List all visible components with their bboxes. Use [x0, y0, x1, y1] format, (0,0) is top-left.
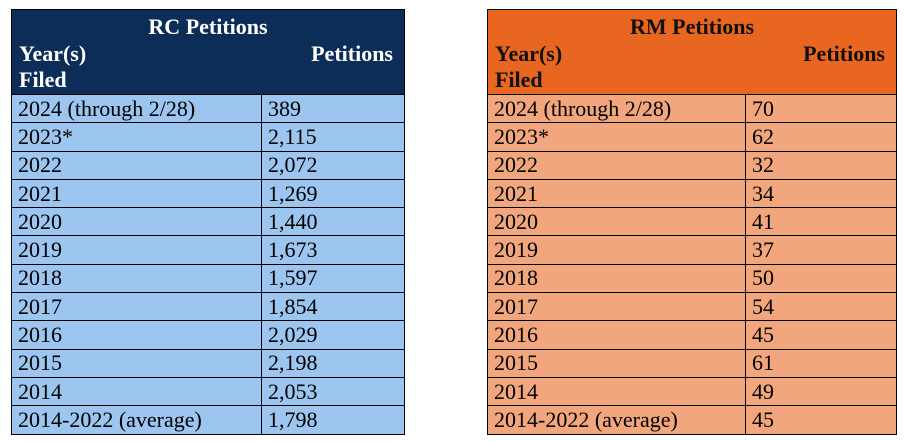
year-cell: 2017	[11, 292, 262, 322]
table-row: 2019 1,673	[11, 235, 405, 265]
table-row: 2023* 62	[487, 122, 897, 152]
petitions-cell: 50	[745, 263, 897, 294]
rc-petitions-column-header: Petitions	[311, 41, 393, 66]
year-cell: 2018	[11, 263, 262, 294]
petitions-cell: 1,440	[261, 207, 405, 237]
table-row: 2014-2022 (average) 1,798	[11, 405, 405, 435]
table-row: 2019 37	[487, 235, 897, 265]
rc-table-title: RC Petitions	[148, 14, 268, 39]
year-cell: 2020	[11, 207, 262, 237]
table-row: 2014-2022 (average) 45	[487, 405, 897, 435]
petitions-cell: 32	[745, 150, 897, 180]
rm-table-title: RM Petitions	[629, 14, 755, 39]
table-row: 2022 32	[487, 150, 897, 180]
petitions-cell: 2,029	[261, 320, 405, 350]
petitions-cell: 1,854	[261, 292, 405, 322]
rc-year-column-header: Year(s)	[19, 41, 87, 66]
table-row: 2015 61	[487, 348, 897, 378]
petitions-cell: 2,198	[261, 348, 405, 378]
table-row: 2021 34	[487, 178, 897, 209]
table-row: 2016 2,029	[11, 320, 405, 350]
petitions-cell: 54	[745, 292, 897, 322]
petitions-cell: 45	[745, 320, 897, 350]
petitions-cell: 1,673	[261, 235, 405, 265]
petitions-cell: 49	[745, 376, 897, 407]
year-cell: 2024 (through 2/28)	[487, 93, 746, 124]
year-cell: 2019	[487, 235, 746, 265]
table-row: 2014 2,053	[11, 376, 405, 407]
rm-year-column-header-line2: Filed	[495, 67, 543, 92]
table-row: 2023* 2,115	[11, 122, 405, 152]
rc-table-header: RC Petitions Year(s) Filed Petitions	[11, 9, 405, 95]
year-cell: 2023*	[11, 122, 262, 152]
table-row: 2022 2,072	[11, 150, 405, 180]
year-cell: 2021	[487, 178, 746, 209]
year-cell: 2017	[487, 292, 746, 322]
table-row: 2024 (through 2/28) 70	[487, 93, 897, 124]
table-row: 2017 54	[487, 292, 897, 322]
table-row: 2016 45	[487, 320, 897, 350]
petitions-cell: 41	[745, 207, 897, 237]
table-row: 2020 41	[487, 207, 897, 237]
table-row: 2018 50	[487, 263, 897, 294]
rm-petitions-table: RM Petitions Year(s) Filed Petitions 202…	[487, 9, 897, 435]
year-cell: 2014	[487, 376, 746, 407]
table-row: 2017 1,854	[11, 292, 405, 322]
year-cell: 2018	[487, 263, 746, 294]
petitions-cell: 61	[745, 348, 897, 378]
year-cell: 2014-2022 (average)	[11, 405, 262, 435]
table-row: 2020 1,440	[11, 207, 405, 237]
year-cell: 2016	[487, 320, 746, 350]
petitions-cell: 1,798	[261, 405, 405, 435]
petitions-cell: 37	[745, 235, 897, 265]
year-cell: 2014	[11, 376, 262, 407]
year-cell: 2016	[11, 320, 262, 350]
year-cell: 2024 (through 2/28)	[11, 93, 262, 124]
table-row: 2024 (through 2/28) 389	[11, 93, 405, 124]
rc-year-column-header-line2: Filed	[19, 67, 67, 92]
year-cell: 2021	[11, 178, 262, 209]
rm-petitions-column-header: Petitions	[803, 41, 885, 66]
petitions-cell: 2,115	[261, 122, 405, 152]
rm-table-header: RM Petitions Year(s) Filed Petitions	[487, 9, 897, 95]
rm-year-column-header: Year(s)	[495, 41, 563, 66]
table-row: 2014 49	[487, 376, 897, 407]
petitions-cell: 1,597	[261, 263, 405, 294]
petitions-cell: 1,269	[261, 178, 405, 209]
petitions-cell: 45	[745, 405, 897, 435]
year-cell: 2022	[11, 150, 262, 180]
table-row: 2021 1,269	[11, 178, 405, 209]
year-cell: 2019	[11, 235, 262, 265]
year-cell: 2015	[487, 348, 746, 378]
table-row: 2018 1,597	[11, 263, 405, 294]
petitions-cell: 2,053	[261, 376, 405, 407]
petitions-cell: 389	[261, 93, 405, 124]
year-cell: 2015	[11, 348, 262, 378]
year-cell: 2014-2022 (average)	[487, 405, 746, 435]
year-cell: 2022	[487, 150, 746, 180]
petitions-cell: 34	[745, 178, 897, 209]
year-cell: 2020	[487, 207, 746, 237]
table-row: 2015 2,198	[11, 348, 405, 378]
petitions-cell: 2,072	[261, 150, 405, 180]
petitions-cell: 70	[745, 93, 897, 124]
year-cell: 2023*	[487, 122, 746, 152]
rc-petitions-table: RC Petitions Year(s) Filed Petitions 202…	[11, 9, 405, 435]
petitions-cell: 62	[745, 122, 897, 152]
